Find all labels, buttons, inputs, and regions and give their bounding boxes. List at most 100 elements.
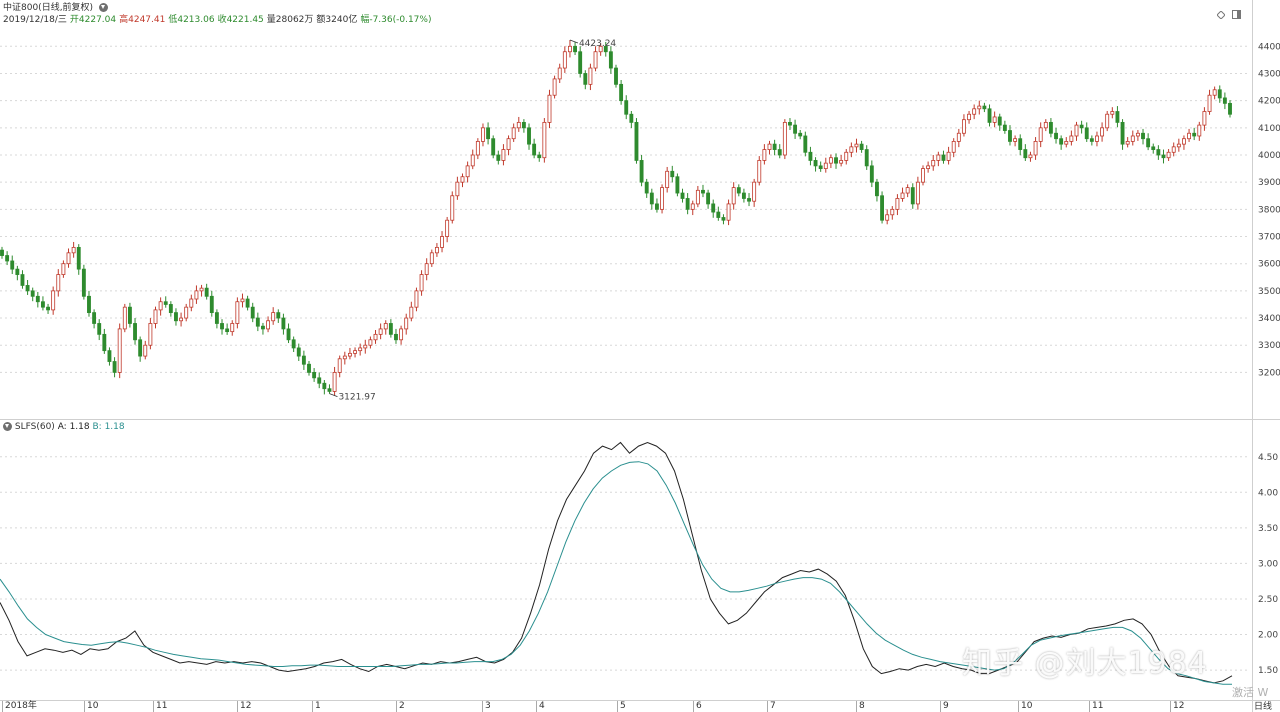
candle-body <box>358 347 363 352</box>
low-annotation-arrow <box>329 393 338 397</box>
candle-body <box>214 312 219 324</box>
x-tick-label: 7 <box>767 701 776 712</box>
candle-body <box>936 154 941 161</box>
x-tick-label: 2018年 <box>2 701 37 712</box>
dropdown-icon[interactable] <box>98 3 108 12</box>
candle-body <box>1217 89 1222 99</box>
candle-body <box>926 165 931 169</box>
candle-body <box>885 214 890 221</box>
price-tick-label: 4400 <box>1258 42 1280 52</box>
candle-body <box>179 317 184 322</box>
candle-body <box>1110 111 1115 115</box>
candle-body <box>823 162 828 169</box>
candle-body <box>220 323 224 330</box>
candle-body <box>839 160 844 164</box>
candle-body <box>266 320 271 330</box>
candle-body <box>501 149 506 161</box>
candle-body <box>1008 130 1012 142</box>
panel-separator <box>0 419 1280 420</box>
candle-body <box>301 355 306 365</box>
yaxis-separator <box>1252 0 1253 712</box>
candle-body <box>844 151 849 161</box>
candle-body <box>184 306 189 319</box>
price-tick-label: 4200 <box>1258 97 1280 107</box>
price-tick-label: 3500 <box>1258 287 1280 297</box>
indicator-tick-label: 2.50 <box>1258 595 1278 605</box>
candle-body <box>1105 113 1110 129</box>
indicator-tick-label: 3.50 <box>1258 524 1278 534</box>
candle-body <box>875 181 879 197</box>
candle-body <box>685 198 690 210</box>
candle-body <box>951 141 956 153</box>
candle-body <box>1222 97 1227 104</box>
candle-body <box>695 189 700 205</box>
candle-body <box>450 195 455 221</box>
series-line-B <box>0 461 1232 685</box>
candle-body <box>1207 94 1212 112</box>
candle-body <box>296 347 301 357</box>
candle-body <box>1187 132 1192 140</box>
candle-body <box>1156 149 1161 156</box>
ohlc-info-7: 幅-7.36(-0.17%) <box>360 15 432 25</box>
candle-body <box>644 181 649 194</box>
candle-body <box>51 290 56 311</box>
candle-body <box>568 45 572 53</box>
candle-body <box>1130 135 1135 142</box>
candle-body <box>834 157 838 164</box>
candle-body <box>332 371 337 392</box>
x-tick-label: 12 <box>237 701 251 712</box>
candle-body <box>174 312 178 322</box>
candle-body <box>859 143 864 150</box>
candle-body <box>741 192 746 199</box>
candle-body <box>404 317 409 330</box>
panel-icon[interactable] <box>1232 4 1241 19</box>
candle-body <box>987 108 992 123</box>
candle-body <box>1151 146 1156 150</box>
x-tick-label: 4 <box>536 701 545 712</box>
candle-body <box>527 127 531 145</box>
candle-body <box>1171 146 1176 153</box>
candle-body <box>127 306 132 324</box>
price-chart: 3200 3300 3400 3500 3600 3700 3800 3900 4000 4100… <box>0 39 1280 403</box>
period-label[interactable]: 日线 <box>1254 702 1273 712</box>
activation-text: 激活 W <box>1232 686 1269 699</box>
candle-body <box>66 252 71 265</box>
candle-body <box>368 339 373 346</box>
price-tick-label: 3300 <box>1258 341 1280 351</box>
candle-body <box>122 306 127 330</box>
candle-body <box>1023 149 1028 159</box>
candle-body <box>578 51 583 74</box>
high-annotation-label: 4423.24 <box>579 39 616 49</box>
candle-body <box>629 113 634 123</box>
candle-body <box>972 108 977 115</box>
x-tick-label: 11 <box>1089 701 1103 712</box>
indicator-dropdown-icon[interactable] <box>3 422 12 431</box>
candle-body <box>61 263 66 275</box>
candle-body <box>35 295 40 303</box>
chart-title: 中证800(日线,前复权) <box>3 3 94 13</box>
candle-body <box>736 187 741 194</box>
candle-body <box>1084 127 1089 140</box>
candle-body <box>915 181 920 205</box>
candle-body <box>1146 138 1151 148</box>
candle-body <box>1182 138 1186 145</box>
indicator-tick-label: 1.50 <box>1258 666 1278 676</box>
candle-body <box>624 100 629 115</box>
candle-body <box>614 67 618 85</box>
indicator-tick-label: 3.00 <box>1258 559 1278 569</box>
indicator-tick-label: 4.50 <box>1258 453 1278 463</box>
candle-body <box>603 45 608 53</box>
candle-body <box>209 295 214 314</box>
candle-body <box>1166 151 1171 159</box>
ohlc-info-3: 低4213.06 <box>168 15 215 25</box>
candle-body <box>322 382 327 390</box>
ohlc-info-0: 2019/12/18/三 <box>3 15 67 25</box>
candle-body <box>97 323 102 335</box>
candle-body <box>583 73 588 85</box>
candle-body <box>777 149 782 156</box>
candle-body <box>557 67 562 80</box>
candle-body <box>608 51 613 69</box>
candle-body <box>261 325 265 330</box>
x-tick-label: 2 <box>396 701 405 712</box>
candle-body <box>1038 127 1043 142</box>
